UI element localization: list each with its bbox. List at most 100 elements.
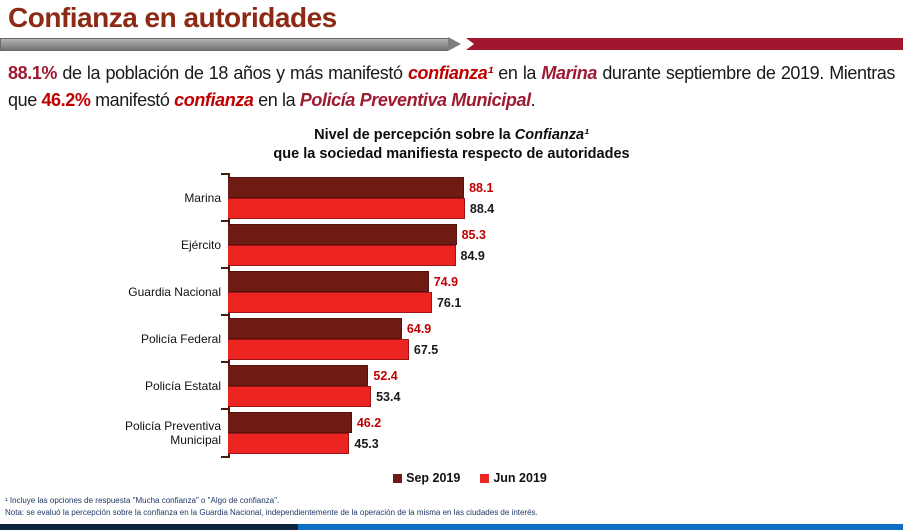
bar-sep-2019 [228,318,402,339]
intro-segment: durante septiembre de 2019. Mientras que [8,63,896,110]
intro-segment: 88.1% [8,63,58,83]
value-label: 46.2 [356,415,382,430]
legend-item-jun-2019: Jun 2019 [480,471,547,485]
bar-sep-2019 [228,224,457,245]
footnote-2: Nota: se evaluó la percepción sobre la c… [5,508,538,517]
value-label: 88.4 [469,201,495,216]
page-title: Confianza en autoridades [8,2,337,33]
bar-row: 84.9 [228,245,848,266]
category-label: Guardia Nacional [128,285,221,299]
bar-group: Policía Preventiva Municipal 46.2 45.3 [125,412,848,454]
bar-row: 88.1 [228,177,848,198]
category-label: Marina [184,191,221,205]
bar-pair: 64.9 67.5 [228,318,848,360]
bar-row: 85.3 [228,224,848,245]
bar-group: Policía Estatal 52.4 53.4 [145,365,848,407]
legend-swatch [480,473,490,483]
header-arrow-bar [0,37,448,51]
axis-tick [221,220,229,222]
chart-title-line2: que la sociedad manifiesta respecto de a… [273,146,630,162]
intro-segment: en la [253,90,300,110]
footer-bar [0,524,903,530]
bar-group: Marina 88.1 88.4 [184,177,848,219]
legend-swatch [393,473,403,483]
intro-segment: 46.2% [41,90,91,110]
bar-pair: 46.2 45.3 [228,412,848,454]
value-label: 84.9 [460,248,485,263]
bar-group: Guardia Nacional 74.9 76.1 [128,271,848,313]
value-label: 45.3 [354,436,379,451]
intro-segment: Policía Preventiva Municipal [299,90,531,110]
bar-row: 76.1 [228,292,848,313]
bar-sep-2019 [228,177,465,198]
axis-tick [221,361,229,363]
bar-row: 67.5 [228,339,848,360]
category-label: Policía Estatal [144,379,221,393]
header-red-bar [466,38,903,50]
intro-segment: de la población de 18 años y más manifes… [57,63,408,83]
value-label: 74.9 [433,274,459,289]
footer-bar-dark-segment [0,524,298,530]
bar-pair: 52.4 53.4 [228,365,848,407]
value-label: 67.5 [413,342,439,357]
header-arrow-tip-icon [448,37,461,51]
legend-label: Jun 2019 [493,471,547,485]
bar-jun-2019 [228,292,432,313]
bar-pair: 88.1 88.4 [228,177,848,219]
axis-tick [221,173,229,175]
bar-pair: 74.9 76.1 [228,271,848,313]
bar-jun-2019 [228,198,465,219]
value-label: 53.4 [376,389,401,404]
intro-segment: en la [492,63,542,83]
intro-segment: . [530,90,536,110]
legend-item-sep-2019: Sep 2019 [393,471,460,485]
bar-row: 52.4 [228,365,848,386]
bar-row: 74.9 [228,271,848,292]
value-label: 52.4 [373,368,398,383]
axis-tick [221,267,229,269]
chart-title-line1: Nivel de percepción sobre la Confianza¹ [0,126,903,145]
chart-title-prefix: Nivel de percepción sobre la [314,127,515,143]
legend-label: Sep 2019 [406,471,461,485]
footnote-1: ¹ Incluye las opciones de respuesta "Muc… [5,496,280,505]
category-label: Policía Preventiva Municipal [124,419,221,447]
chart-title-italic: Confianza¹ [514,127,589,143]
bar-sep-2019 [228,271,429,292]
intro-segment: confianza¹ [407,63,493,83]
value-label: 64.9 [406,321,432,336]
bar-row: 46.2 [228,412,848,433]
category-label: Ejército [180,238,221,252]
bar-chart: Marina 88.1 88.4 Ejército 85.3 84.9 Guardia Na… [125,173,903,458]
bar-row: 64.9 [228,318,848,339]
bar-group: Policía Federal 64.9 67.5 [141,318,848,360]
category-label: Policía Federal [140,332,221,346]
axis-tick [221,408,229,410]
bar-sep-2019 [228,412,352,433]
value-label: 88.1 [469,180,494,195]
footer-bar-blue-segment [298,524,903,530]
intro-segment: confianza [174,90,254,110]
bar-jun-2019 [228,245,456,266]
bar-row: 88.4 [228,198,848,219]
bar-jun-2019 [228,339,409,360]
bar-row: 53.4 [228,386,848,407]
header-divider [0,37,903,51]
axis-tick [221,456,229,458]
bar-jun-2019 [228,386,372,407]
axis-tick [221,314,229,316]
chart-title: Nivel de percepción sobre la Confianza¹ … [0,126,903,164]
bar-jun-2019 [228,433,350,454]
footnotes: ¹ Incluye las opciones de respuesta "Muc… [5,495,538,519]
bar-pair: 85.3 84.9 [228,224,848,266]
bar-row: 45.3 [228,433,848,454]
chart-legend: Sep 2019 Jun 2019 [240,471,700,485]
chart-plot: Marina 88.1 88.4 Ejército 85.3 84.9 Guardia Na… [125,173,848,458]
bar-group: Ejército 85.3 84.9 [181,224,848,266]
intro-segment: Marina [541,63,597,83]
value-label: 85.3 [461,227,486,242]
intro-paragraph: 88.1% de la población de 18 años y más m… [8,60,895,114]
value-label: 76.1 [436,295,462,310]
intro-segment: manifestó [90,90,175,110]
bar-sep-2019 [228,365,369,386]
